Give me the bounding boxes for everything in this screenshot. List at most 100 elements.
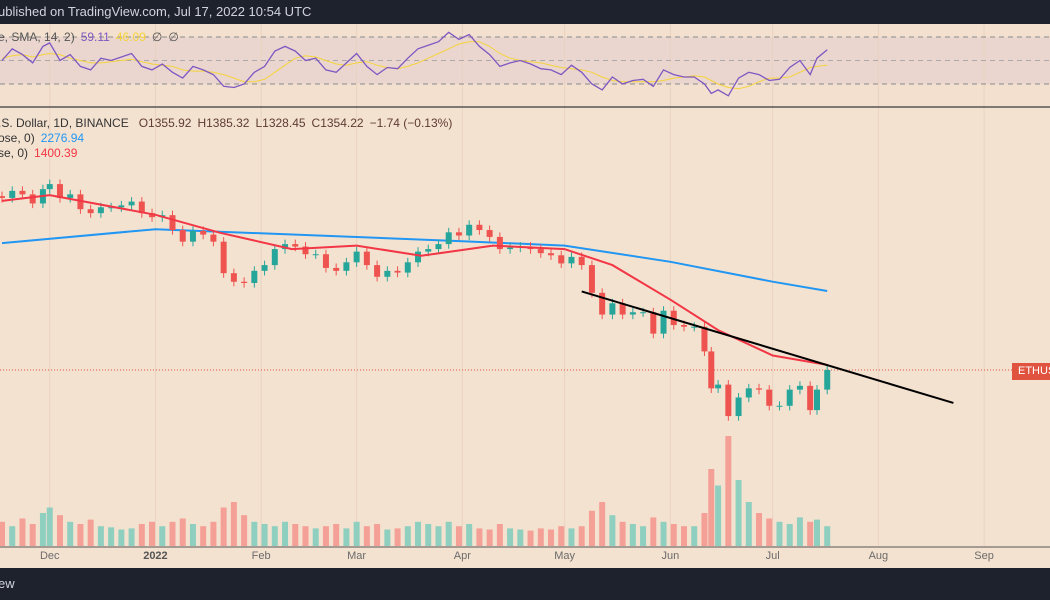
volume-bar	[56, 515, 63, 546]
candle-body	[333, 267, 340, 271]
volume-bar	[725, 436, 732, 546]
volume-bar	[786, 524, 793, 546]
candle-body	[445, 232, 452, 245]
volume-bar	[353, 521, 360, 546]
volume-bar	[548, 529, 555, 546]
rsi-legend: e, SMA, 14, 2) 59.11 46.09 ∅ ∅	[0, 30, 185, 44]
volume-bar	[813, 519, 820, 546]
ohlc-open: O1355.92	[138, 116, 192, 130]
price-chart[interactable]	[0, 0, 1050, 568]
volume-bar	[745, 502, 752, 546]
volume-bar	[67, 521, 74, 546]
candle-body	[776, 405, 783, 407]
candle-body	[725, 384, 732, 417]
x-tick-label: 2022	[143, 550, 168, 562]
candle-body	[537, 249, 544, 254]
candle-body	[425, 249, 432, 252]
volume-bar	[715, 485, 722, 546]
volume-bar	[599, 502, 606, 546]
volume-bar	[261, 524, 268, 546]
volume-bar	[517, 529, 524, 546]
volume-bar	[322, 526, 329, 546]
trendline[interactable]	[581, 290, 954, 404]
candle-body	[322, 254, 329, 268]
volume-bar	[756, 513, 763, 546]
candle-body	[189, 230, 196, 242]
volume-bar	[735, 480, 742, 546]
candle-body	[394, 270, 401, 273]
ma200-legend: ose, 0) 2276.94	[0, 131, 90, 145]
candle-body	[271, 249, 278, 266]
volume-bar	[9, 526, 16, 546]
volume-bar	[302, 526, 309, 546]
volume-bar	[292, 524, 299, 546]
x-tick-label: Apr	[453, 550, 471, 562]
ohlc-low: L1328.45	[255, 116, 306, 130]
volume-bar	[179, 518, 186, 546]
volume-bar	[629, 524, 636, 546]
candle-body	[200, 230, 207, 235]
candle-body	[691, 326, 698, 328]
candle-body	[496, 236, 503, 250]
volume-bar	[230, 502, 237, 546]
candle-body	[476, 224, 483, 231]
candle-body	[241, 281, 248, 283]
candle-body	[210, 234, 217, 242]
candle-body	[343, 262, 350, 271]
footer-text: ew	[0, 576, 15, 591]
volume-bar	[435, 526, 442, 546]
publish-info: ublished on TradingView.com, Jul 17, 202…	[0, 4, 312, 19]
volume-bar	[0, 521, 5, 546]
ohlc-change: −1.74 (−0.13%)	[369, 116, 453, 130]
rsi-sma-line	[1, 41, 828, 90]
candle-body	[609, 303, 616, 315]
ma200-line	[1, 228, 828, 292]
volume-bar	[394, 528, 401, 546]
candle-body	[56, 184, 63, 198]
volume-bar	[527, 530, 534, 546]
volume-bar	[640, 526, 647, 546]
rsi-sma-value: 46.09	[115, 30, 146, 44]
candle-body	[807, 385, 814, 411]
candle-body	[128, 201, 135, 206]
volume-bar	[588, 510, 595, 546]
candle-body	[46, 184, 53, 190]
volume-bar	[507, 528, 514, 546]
x-tick-label: Dec	[39, 550, 60, 562]
volume-bar	[159, 526, 166, 546]
volume-bar	[169, 521, 176, 546]
publish-header: ublished on TradingView.com, Jul 17, 202…	[0, 0, 1050, 24]
candle-body	[588, 265, 595, 293]
candle-body	[701, 326, 708, 352]
volume-bar	[149, 521, 156, 546]
rsi-legend-label: e, SMA, 14, 2)	[0, 30, 75, 44]
volume-bar	[97, 526, 104, 546]
candle-body	[0, 196, 5, 198]
candle-body	[745, 388, 752, 398]
candle-body	[251, 270, 258, 283]
x-tick-label: Jul	[765, 550, 780, 562]
volume-bar	[609, 515, 616, 546]
volume-bar	[701, 513, 708, 546]
candle-body	[619, 303, 626, 315]
ma200-label: ose, 0)	[0, 131, 35, 145]
volume-bar	[220, 507, 227, 546]
candle-body	[813, 389, 820, 411]
volume-bar	[496, 524, 503, 546]
candle-body	[374, 265, 381, 277]
grid	[49, 24, 985, 547]
volume-bar	[681, 526, 687, 546]
na-icon: ∅	[168, 30, 179, 44]
ma50-label: se, 0)	[0, 146, 29, 160]
candle-body	[261, 265, 268, 271]
candle-body	[353, 251, 360, 263]
volume-bar	[578, 526, 585, 546]
candle-body	[9, 190, 16, 198]
volume-bar	[271, 526, 278, 546]
candle-body	[548, 253, 555, 256]
candle-body	[756, 388, 763, 390]
volume-bar	[558, 526, 565, 546]
volume-bar	[404, 526, 411, 546]
volume-bar	[87, 519, 94, 546]
price-tag: ETHUSD	[1012, 363, 1050, 380]
